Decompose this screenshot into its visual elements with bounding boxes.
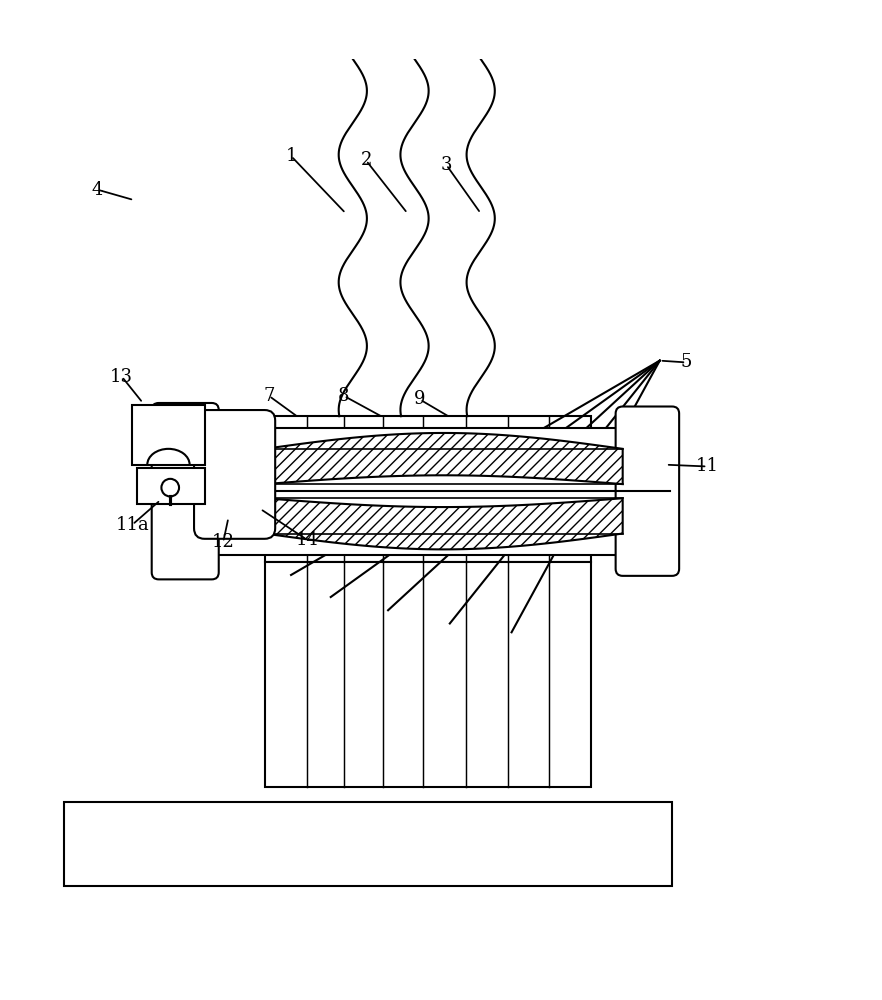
Text: 4: 4 — [92, 181, 102, 199]
Text: 13: 13 — [110, 368, 133, 386]
Polygon shape — [265, 433, 623, 484]
Text: 8: 8 — [338, 387, 350, 405]
Text: 9: 9 — [414, 390, 426, 408]
Text: 1: 1 — [285, 147, 297, 165]
Text: 3: 3 — [440, 156, 452, 174]
Text: 2: 2 — [361, 151, 371, 169]
Text: 7: 7 — [264, 387, 274, 405]
Text: 11: 11 — [696, 457, 719, 475]
Bar — [159, 428, 670, 555]
Bar — [137, 468, 205, 504]
Text: 11a: 11a — [116, 516, 149, 534]
Text: 14: 14 — [295, 531, 318, 549]
Bar — [265, 562, 591, 787]
Bar — [132, 405, 205, 465]
Bar — [64, 802, 672, 886]
Polygon shape — [265, 498, 623, 549]
Bar — [265, 416, 591, 562]
Text: 12: 12 — [212, 533, 235, 551]
FancyBboxPatch shape — [194, 410, 275, 539]
FancyBboxPatch shape — [152, 403, 219, 579]
Text: 5: 5 — [681, 353, 691, 371]
FancyBboxPatch shape — [616, 407, 679, 576]
